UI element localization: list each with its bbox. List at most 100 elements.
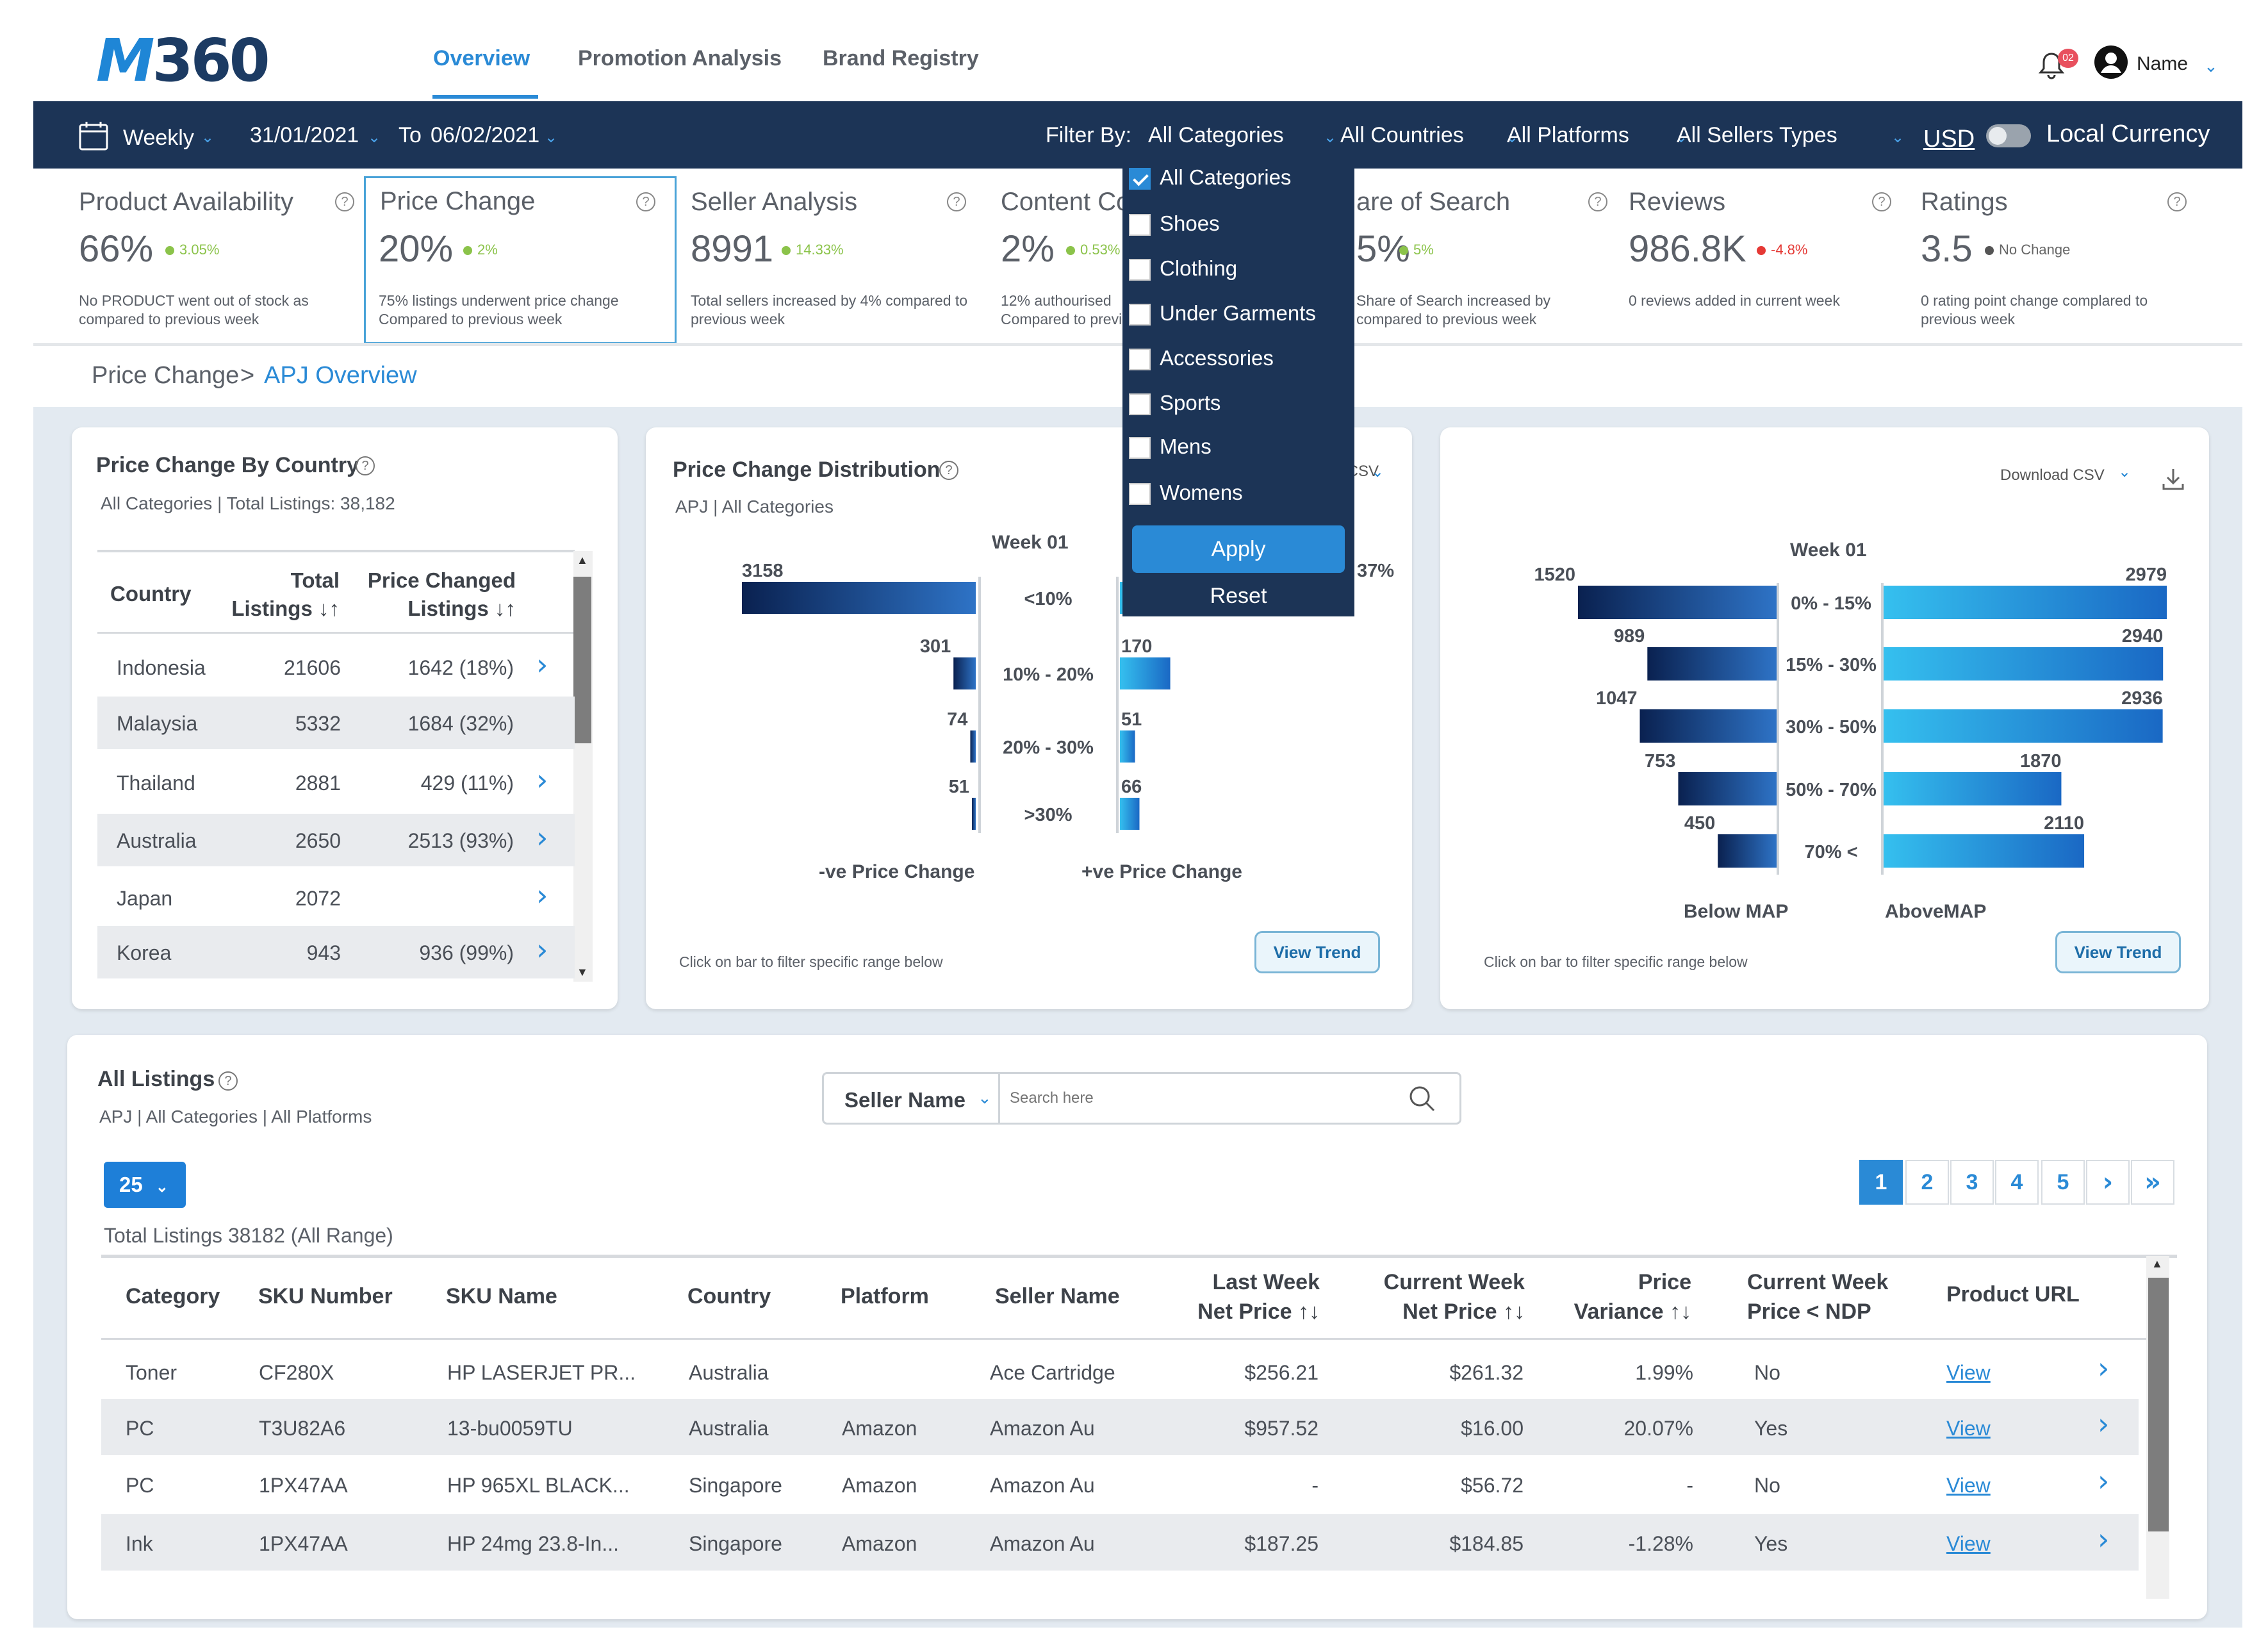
chevron-down-icon[interactable]: ⌄ xyxy=(2204,56,2218,76)
bell-icon[interactable] xyxy=(2037,50,2066,81)
bar-below-map[interactable] xyxy=(1639,709,1777,743)
chevron-right-icon[interactable]: › xyxy=(2098,1351,2110,1385)
checkbox[interactable] xyxy=(1129,437,1151,459)
col-price-variance[interactable]: Price Variance ↑↓ xyxy=(1574,1270,1691,1324)
category-option[interactable]: Womens xyxy=(1129,481,1243,506)
chevron-right-icon[interactable]: › xyxy=(536,763,548,797)
download-icon[interactable] xyxy=(2160,466,2186,492)
last-page-icon[interactable]: » xyxy=(2131,1160,2174,1205)
m360-logo[interactable]: M360 xyxy=(96,26,270,95)
chevron-down-icon[interactable]: ⌄ xyxy=(2118,463,2132,481)
category-option[interactable]: Shoes xyxy=(1129,211,1220,236)
chevron-down-icon[interactable]: ⌄ xyxy=(1891,129,1905,146)
col-total-listings[interactable]: Total Listings ↓↑ xyxy=(231,568,340,620)
scrollbar[interactable]: ▲ xyxy=(2146,1256,2169,1599)
download-csv-link[interactable]: Download CSV xyxy=(1353,463,1379,480)
country-filter[interactable]: All Countries xyxy=(1340,123,1464,147)
chevron-down-icon[interactable]: ⌄ xyxy=(368,129,381,146)
checkbox[interactable] xyxy=(1129,304,1151,326)
seller-type-filter[interactable]: All Sellers Types xyxy=(1677,123,1837,147)
page-3[interactable]: 3 xyxy=(1950,1160,1994,1205)
col-price-changed[interactable]: Price Changed Listings ↓↑ xyxy=(367,568,516,620)
chevron-down-icon[interactable]: ⌄ xyxy=(545,129,558,146)
kpi-content-compliance[interactable]: Content Co 2% 0.53% 12% authourised Comp… xyxy=(988,176,1126,344)
search-icon[interactable] xyxy=(1407,1084,1436,1113)
view-link[interactable]: View xyxy=(1946,1361,1991,1384)
platform-filter[interactable]: All Platforms xyxy=(1507,123,1629,147)
country-row[interactable]: Korea 943 936 (99%) › xyxy=(97,926,575,978)
view-trend-button[interactable]: View Trend xyxy=(2055,931,2181,973)
tab-promotion-analysis[interactable]: Promotion Analysis xyxy=(578,46,782,70)
bar-negative[interactable] xyxy=(972,798,976,830)
col-last-week-price[interactable]: Last Week Net Price ↑↓ xyxy=(1197,1270,1320,1324)
page-4[interactable]: 4 xyxy=(1995,1160,2039,1205)
table-row[interactable]: Ink 1PX47AA HP 24mg 23.8-In... Singapore Ama… xyxy=(101,1514,2139,1571)
bar-positive[interactable] xyxy=(1120,798,1140,830)
info-icon[interactable]: ? xyxy=(1872,192,1891,211)
country-row[interactable]: Japan 2072 › xyxy=(97,871,575,924)
table-row[interactable]: PC 1PX47AA HP 965XL BLACK... Singapore Amazo… xyxy=(101,1456,2139,1512)
info-icon[interactable]: ? xyxy=(218,1071,238,1091)
category-option[interactable]: Mens xyxy=(1129,434,1212,459)
view-link[interactable]: View xyxy=(1946,1474,1991,1497)
period-select[interactable]: Weekly xyxy=(123,126,194,150)
tab-overview[interactable]: Overview xyxy=(433,46,530,70)
bar-negative[interactable] xyxy=(742,582,976,614)
search-field-select[interactable]: Seller Name ⌄ xyxy=(824,1074,1000,1123)
table-row[interactable]: Toner CF280X HP LASERJET PR... Australia Ace… xyxy=(101,1343,2139,1399)
chevron-down-icon[interactable]: ⌄ xyxy=(1675,129,1688,146)
currency-toggle[interactable] xyxy=(1986,124,2031,147)
info-icon[interactable]: ? xyxy=(2167,192,2187,211)
chevron-right-icon[interactable]: › xyxy=(536,820,548,855)
checkbox[interactable] xyxy=(1129,168,1151,190)
table-row[interactable]: PC T3U82A6 13-bu0059TU Australia Amazon Amazo… xyxy=(101,1399,2139,1455)
avatar-icon[interactable] xyxy=(2094,45,2128,79)
category-option[interactable]: Clothing xyxy=(1129,256,1237,281)
view-trend-button[interactable]: View Trend xyxy=(1254,931,1380,973)
tab-brand-registry[interactable]: Brand Registry xyxy=(823,46,979,70)
country-row[interactable]: Thailand 2881 429 (11%) › xyxy=(97,756,575,809)
page-2[interactable]: 2 xyxy=(1905,1160,1949,1205)
scrollbar[interactable]: ▲ ▼ xyxy=(573,551,593,982)
chevron-down-icon[interactable]: ⌄ xyxy=(1324,129,1337,146)
info-icon[interactable]: ? xyxy=(947,192,966,211)
download-csv-link[interactable]: Download CSV xyxy=(2000,466,2105,484)
currency-local[interactable]: Local Currency xyxy=(2046,120,2210,147)
country-row[interactable]: Malaysia 5332 1684 (32%) xyxy=(97,697,575,749)
chevron-right-icon[interactable]: › xyxy=(2098,1407,2110,1441)
chevron-right-icon[interactable]: › xyxy=(536,878,548,912)
info-icon[interactable]: ? xyxy=(356,456,375,475)
chevron-right-icon[interactable]: › xyxy=(2098,1522,2110,1556)
bar-negative[interactable] xyxy=(953,657,976,689)
view-link[interactable]: View xyxy=(1946,1417,1991,1440)
kpi-product-availability[interactable]: Product Availability? 66% 3.05% No PRODU… xyxy=(66,176,374,344)
user-name[interactable]: Name xyxy=(2137,53,2189,74)
reset-button[interactable]: Reset xyxy=(1210,584,1267,608)
info-icon[interactable]: ? xyxy=(636,192,655,211)
search-input[interactable] xyxy=(1010,1083,1394,1114)
kpi-ratings[interactable]: Ratings? 3.5 No Change 0 rating point ch… xyxy=(1908,176,2206,344)
bar-below-map[interactable] xyxy=(1678,772,1777,805)
bar-positive[interactable] xyxy=(1120,657,1171,689)
map-chart[interactable]: 1520 2979 0% - 15% 989 2940 15% - 30% 1047 2936… xyxy=(1440,551,2209,884)
checkbox[interactable] xyxy=(1129,483,1151,506)
chevron-down-icon[interactable]: ⌄ xyxy=(201,129,215,146)
date-to-select[interactable]: 06/02/2021 xyxy=(431,123,540,147)
info-icon[interactable]: ? xyxy=(335,192,354,211)
kpi-price-change[interactable]: Price Change? 20% 2% 75% listings underw… xyxy=(364,176,677,344)
bar-above-map[interactable] xyxy=(1884,709,2163,743)
category-option[interactable]: All Categories xyxy=(1129,165,1291,190)
kpi-seller-analysis[interactable]: Seller Analysis? 8991 14.33% Total selle… xyxy=(678,176,985,344)
info-icon[interactable]: ? xyxy=(1588,192,1607,211)
currency-usd[interactable]: USD xyxy=(1923,126,1975,153)
calendar-icon[interactable] xyxy=(78,120,109,151)
col-current-week-price[interactable]: Current Week Net Price ↑↓ xyxy=(1383,1270,1525,1324)
info-icon[interactable]: ? xyxy=(939,461,958,480)
bar-positive[interactable] xyxy=(1120,730,1135,763)
category-option[interactable]: Accessories xyxy=(1129,346,1274,371)
scroll-thumb[interactable] xyxy=(573,577,591,743)
category-filter[interactable]: All Categories xyxy=(1148,123,1284,147)
chevron-right-icon[interactable]: › xyxy=(536,932,548,967)
checkbox[interactable] xyxy=(1129,349,1151,371)
country-row[interactable]: Indonesia 21606 1642 (18%) › xyxy=(97,641,575,693)
